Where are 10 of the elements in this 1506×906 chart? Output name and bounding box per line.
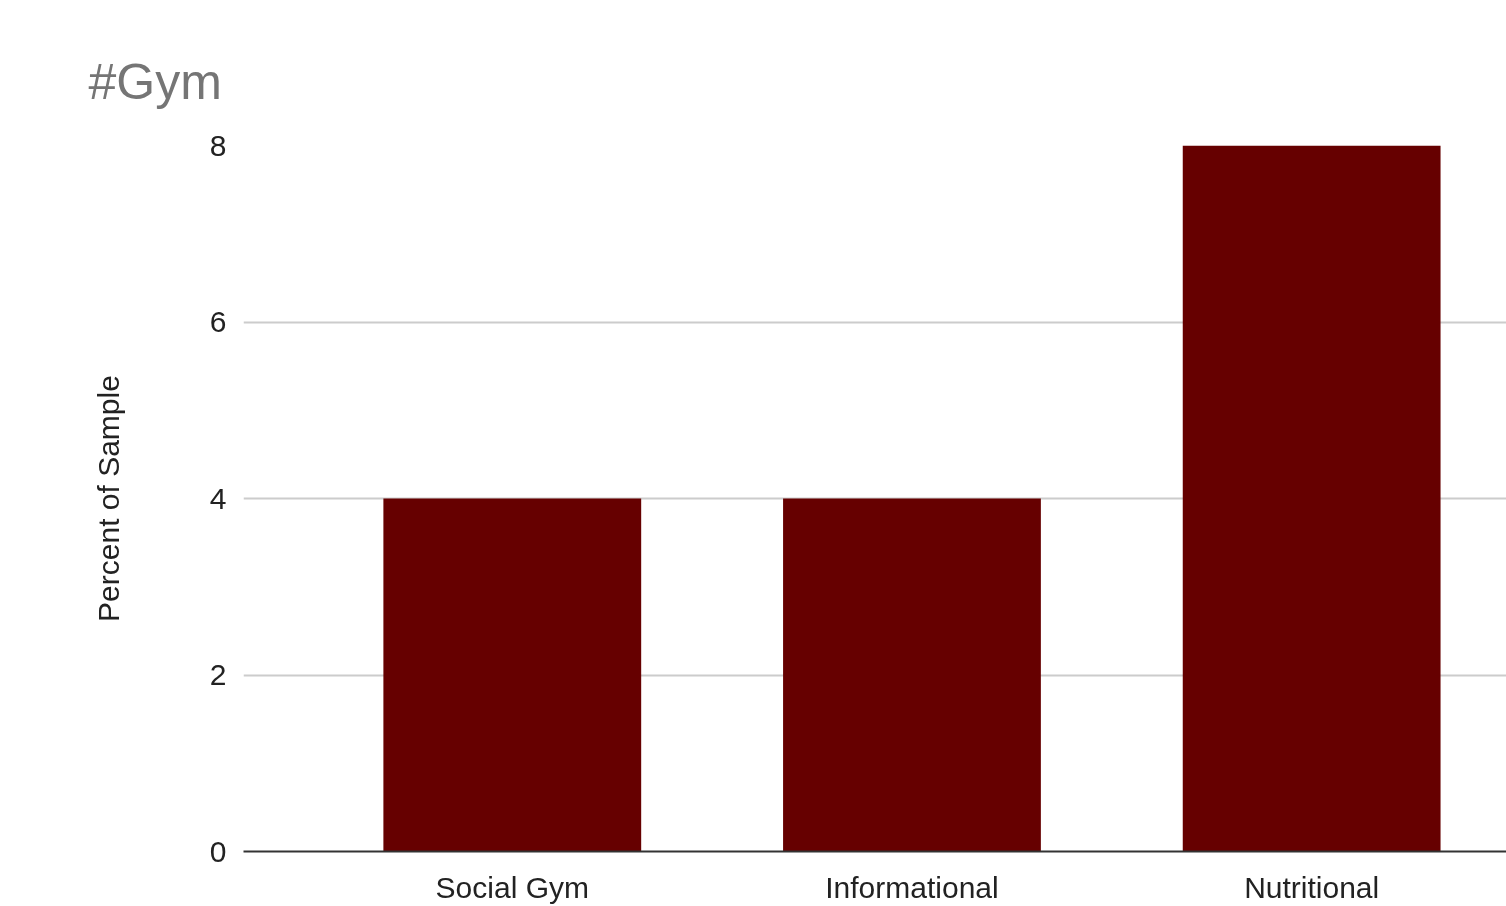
chart-title: #Gym: [88, 54, 222, 110]
y-axis-title: Percent of Sample: [91, 375, 125, 622]
y-tick-label: 8: [209, 128, 227, 162]
y-tick-label: 2: [209, 658, 227, 691]
y-tick-label: 0: [209, 834, 227, 868]
x-tick-label: Nutritional: [1244, 870, 1380, 904]
x-tick-label: Informational: [825, 870, 999, 904]
x-tick-label: Social Gym: [435, 870, 589, 904]
y-tick-label: 6: [209, 305, 227, 338]
y-tick-label: 4: [209, 481, 227, 515]
